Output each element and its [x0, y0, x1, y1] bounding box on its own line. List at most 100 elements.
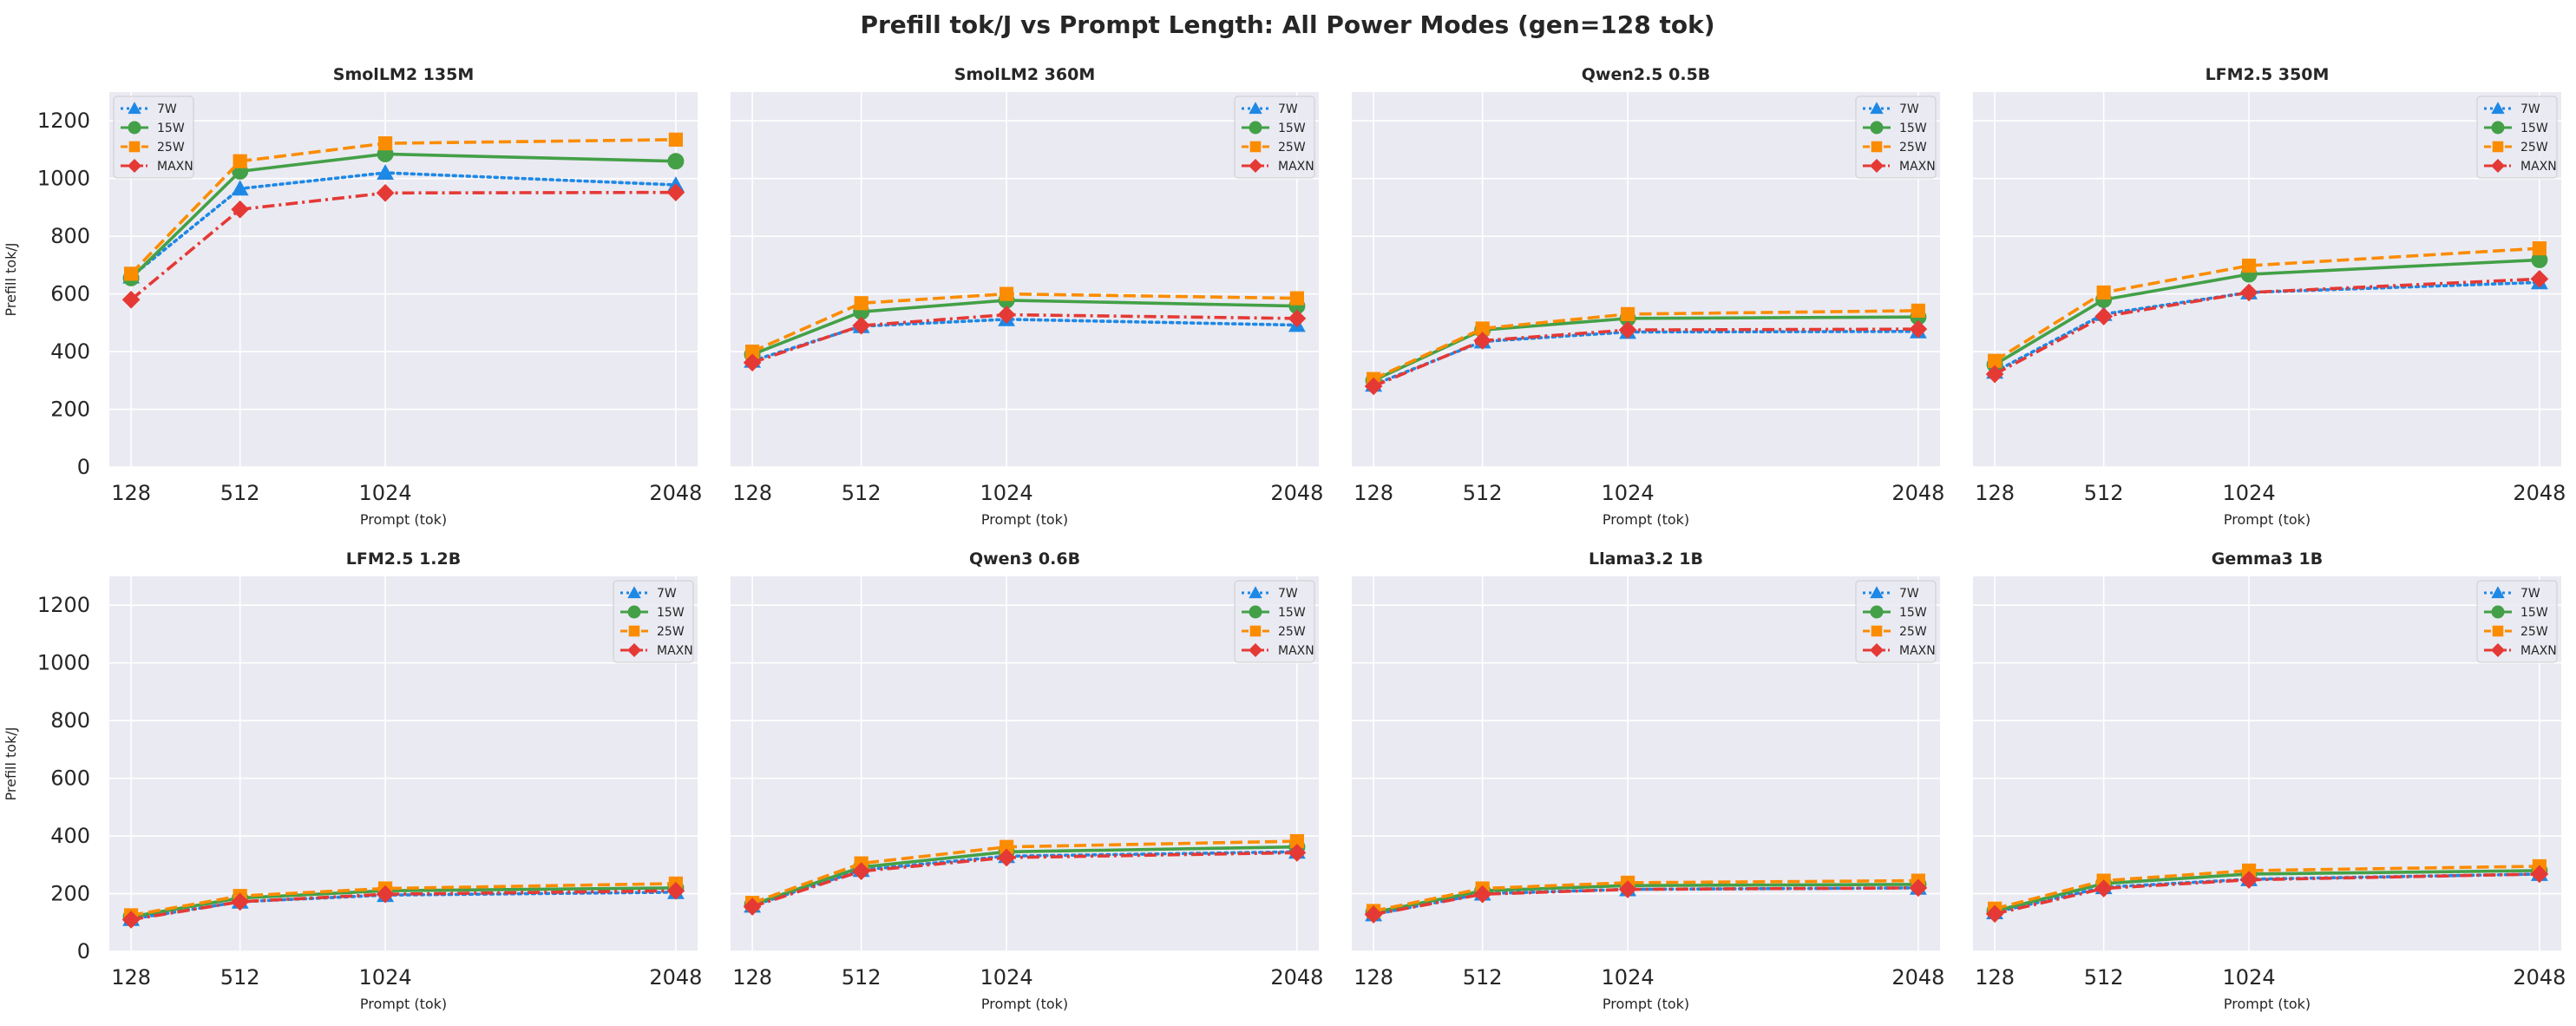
series-line — [1994, 865, 2540, 911]
series-25w — [124, 132, 683, 281]
data-point — [231, 200, 250, 219]
plot-area — [109, 92, 698, 467]
series-maxn — [1364, 319, 1928, 396]
legend-label: 25W — [1899, 141, 1927, 155]
data-point — [2239, 871, 2258, 889]
legend-label: MAXN — [1278, 644, 1314, 658]
series-line — [1373, 886, 1918, 917]
legend-label: 25W — [157, 141, 185, 155]
plot-area — [1973, 92, 2561, 467]
legend-label: 15W — [1899, 122, 1927, 135]
legend-marker — [1870, 586, 1884, 599]
legend-label: 7W — [1278, 102, 1298, 116]
subplot: LFM2.5 350M 128 512 1024 2048 Prompt (tok) 7W 1… — [1973, 65, 2566, 528]
legend-label: 7W — [2520, 587, 2540, 601]
x-tick-label: 128 — [1354, 965, 1393, 990]
y-tick-label: 800 — [50, 224, 90, 248]
x-tick-label: 1024 — [359, 965, 412, 990]
data-point — [1985, 904, 2004, 924]
legend-marker — [2491, 121, 2505, 135]
legend-marker — [1249, 141, 1262, 153]
series-maxn — [121, 183, 685, 309]
legend-marker — [2491, 586, 2505, 599]
data-point — [997, 848, 1016, 867]
series-line — [751, 312, 1297, 365]
legend-label: 25W — [657, 625, 685, 639]
legend-label: 25W — [1278, 141, 1306, 155]
legend-label: 15W — [2520, 122, 2548, 135]
data-point — [1289, 833, 1304, 849]
x-tick-label: 128 — [1354, 481, 1393, 505]
legend-label: MAXN — [1899, 644, 1936, 658]
x-tick-label: 128 — [1975, 965, 2015, 990]
legend-label: MAXN — [1278, 160, 1314, 174]
x-axis-label: Prompt (tok) — [360, 996, 447, 1012]
data-point — [745, 344, 760, 359]
data-point — [1364, 377, 1383, 396]
y-tick-label: 1200 — [37, 593, 90, 617]
x-tick-label: 128 — [111, 481, 151, 505]
y-tick-label: 200 — [50, 882, 90, 906]
data-point — [1288, 309, 1307, 328]
subplot: SmolLM2 135M 128 512 1024 2048 0 200 400 600 800 1… — [3, 65, 702, 528]
legend-label: 7W — [1278, 587, 1298, 601]
legend-label: 25W — [2520, 141, 2548, 155]
data-point — [376, 885, 395, 904]
legend: 7W 15W 25W MAXN — [1234, 95, 1315, 179]
legend: 7W 15W 25W MAXN — [1855, 95, 1937, 179]
legend-label: 15W — [657, 606, 685, 620]
subplot-grid: SmolLM2 135M 128 512 1024 2048 0 200 400 600 800 1… — [3, 65, 2566, 1012]
x-axis-label: Prompt (tok) — [2224, 511, 2311, 528]
data-point — [854, 296, 868, 311]
x-tick-label: 512 — [220, 965, 260, 990]
legend-label: 7W — [1899, 102, 1919, 116]
legend-marker — [1870, 102, 1884, 115]
data-point — [743, 353, 762, 372]
data-point — [2532, 241, 2547, 256]
x-tick-label: 512 — [2084, 965, 2124, 990]
legend-marker — [1249, 605, 1262, 619]
series-line — [1373, 883, 1918, 914]
subplot: Gemma3 1B 128 512 1024 2048 Prompt (tok) 7W 15W… — [1973, 549, 2566, 1012]
data-point — [1911, 303, 1925, 318]
legend-label: MAXN — [1899, 160, 1936, 174]
x-tick-label: 128 — [1975, 481, 2015, 505]
subplot-title: Qwen2.5 0.5B — [1582, 65, 1711, 84]
y-tick-label: 400 — [50, 339, 90, 364]
series-maxn — [743, 306, 1307, 372]
legend-label: 15W — [1899, 606, 1927, 620]
series-maxn — [1985, 865, 2549, 924]
x-axis-label: Prompt (tok) — [1603, 996, 1689, 1012]
series-line — [129, 171, 678, 279]
series-line — [751, 299, 1297, 357]
data-point — [124, 266, 139, 281]
x-tick-label: 2048 — [1891, 965, 1944, 990]
x-tick-label: 1024 — [2223, 965, 2276, 990]
subplot: Qwen2.5 0.5B 128 512 1024 2048 Prompt (tok) 7W… — [1352, 65, 1944, 528]
legend-marker — [1248, 642, 1263, 658]
x-tick-label: 2048 — [2513, 481, 2566, 505]
legend-label: MAXN — [157, 160, 193, 174]
x-axis-label: Prompt (tok) — [360, 511, 447, 528]
subplot-title: Qwen3 0.6B — [969, 549, 1080, 569]
plot-area — [731, 576, 1319, 951]
legend-marker — [1869, 642, 1884, 658]
data-point — [1473, 332, 1492, 350]
series-line — [1994, 247, 2540, 363]
legend-label: 25W — [1899, 625, 1927, 639]
series-line — [129, 190, 676, 301]
x-tick-label: 128 — [732, 481, 772, 505]
x-tick-label: 1024 — [980, 965, 1033, 990]
series-25w — [1988, 241, 2547, 368]
legend: 7W 15W 25W MAXN — [2476, 95, 2558, 179]
legend-marker — [2492, 625, 2504, 637]
data-point — [1618, 320, 1637, 339]
legend-marker — [1249, 586, 1262, 599]
subplot: LFM2.5 1.2B 128 512 1024 2048 0 200 400 600 800 10… — [3, 549, 702, 1012]
legend-marker — [627, 605, 641, 619]
x-tick-label: 1024 — [1602, 965, 1655, 990]
legend-label: 15W — [157, 122, 185, 135]
x-axis-label: Prompt (tok) — [1603, 511, 1689, 528]
subplot-title: SmolLM2 360M — [954, 65, 1095, 84]
x-tick-label: 2048 — [649, 965, 702, 990]
